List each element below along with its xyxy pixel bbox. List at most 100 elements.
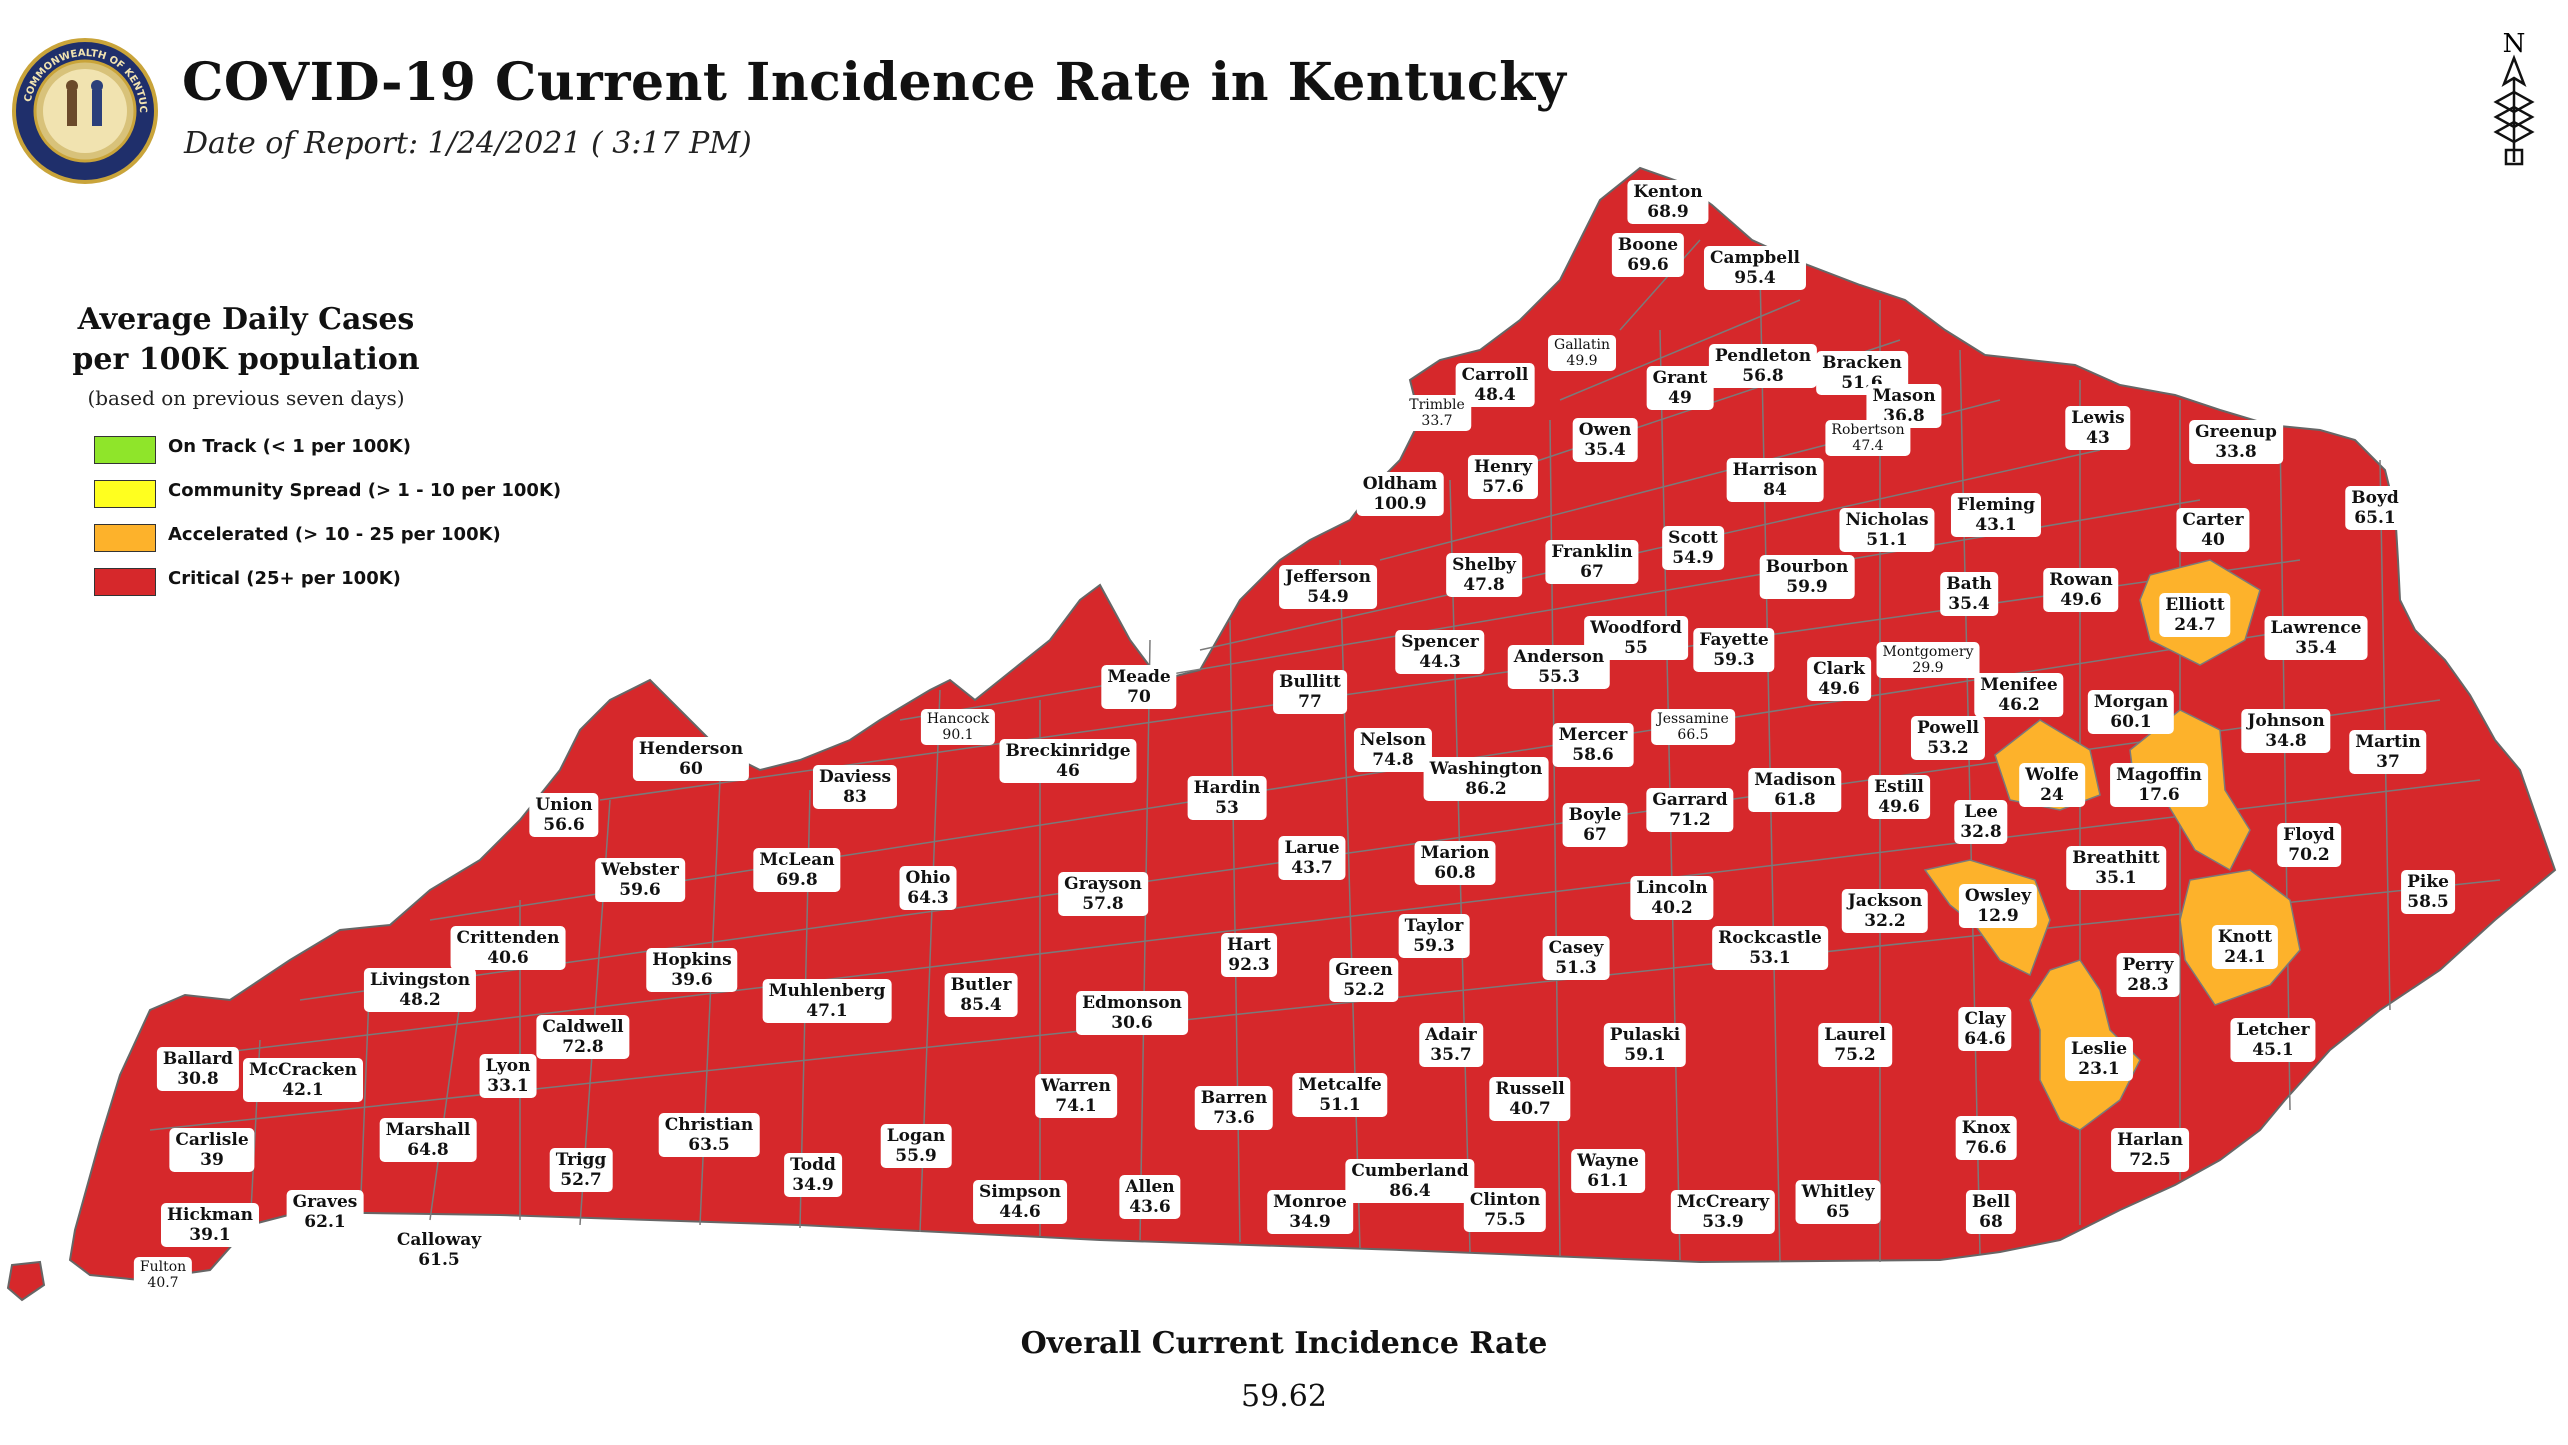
county-rate: 43 [2086, 428, 2110, 448]
county-rate: 53.9 [1702, 1212, 1744, 1232]
county-label-anderson: Anderson 55.3 [1507, 645, 1611, 689]
county-label-boone: Boone 69.6 [1611, 233, 1685, 277]
county-label-bath: Bath 35.4 [1940, 572, 1998, 616]
county-name: Casey [1548, 938, 1604, 958]
county-rate: 57.8 [1082, 894, 1124, 914]
county-name: Elliott [2165, 595, 2225, 615]
county-name: Carter [2182, 510, 2244, 530]
county-name: Menifee [1980, 675, 2058, 695]
county-name: Knox [1961, 1118, 2011, 1138]
county-rate: 75.2 [1834, 1045, 1876, 1065]
county-name: Nelson [1359, 730, 1427, 750]
county-label-meade: Meade 70 [1101, 665, 1177, 709]
county-name: Daviess [818, 767, 892, 787]
county-rate: 24.7 [2174, 615, 2216, 635]
county-label-mccracken: McCracken 42.1 [243, 1058, 363, 1102]
county-rate: 92.3 [1228, 955, 1270, 975]
county-label-jackson: Jackson 32.2 [1841, 889, 1929, 933]
overall-rate: Overall Current Incidence Rate 59.62 [0, 1326, 2568, 1414]
county-name: Scott [1668, 528, 1718, 548]
county-name: Garrard [1652, 790, 1728, 810]
county-rate: 48.2 [399, 990, 441, 1010]
county-rate: 66.5 [1677, 727, 1709, 743]
county-name: Letcher [2236, 1020, 2310, 1040]
county-name: Morgan [2093, 692, 2169, 712]
county-rate: 55 [1624, 638, 1648, 658]
map-title: COVID-19 Current Incidence Rate in Kentu… [182, 52, 1567, 113]
county-label-shelby: Shelby 47.8 [1446, 553, 1522, 597]
county-label-calloway: Calloway 61.5 [390, 1228, 488, 1272]
county-name: Barren [1200, 1088, 1268, 1108]
county-name: Jackson [1847, 891, 1923, 911]
county-label-madison: Madison 61.8 [1748, 768, 1842, 812]
county-rate: 44.3 [1419, 652, 1461, 672]
county-name: Washington [1429, 759, 1543, 779]
county-rate: 70.2 [2288, 845, 2330, 865]
county-label-hickman: Hickman 39.1 [160, 1203, 260, 1247]
county-rate: 34.8 [2265, 731, 2307, 751]
county-label-martin: Martin 37 [2349, 730, 2427, 774]
county-name: Graves [292, 1192, 358, 1212]
legend-label: Critical (25+ per 100K) [168, 568, 401, 589]
county-rate: 60 [679, 759, 703, 779]
county-label-elliott: Elliott 24.7 [2159, 593, 2231, 637]
county-name: Warren [1041, 1076, 1111, 1096]
county-name: Gallatin [1554, 337, 1610, 353]
county-rate: 37 [2376, 752, 2400, 772]
county-label-franklin: Franklin 67 [1545, 540, 1639, 584]
county-label-union: Union 56.6 [529, 793, 599, 837]
county-name: Breathitt [2072, 848, 2160, 868]
county-name: Livingston [369, 970, 471, 990]
county-name: Harrison [1732, 460, 1818, 480]
county-label-trimble: Trimble 33.7 [1403, 395, 1471, 431]
county-label-hancock: Hancock 90.1 [920, 709, 996, 745]
county-name: Wayne [1577, 1151, 1639, 1171]
county-rate: 43.1 [1975, 515, 2017, 535]
county-name: Leslie [2070, 1039, 2128, 1059]
county-label-clark: Clark 49.6 [1807, 657, 1871, 701]
county-label-livingston: Livingston 48.2 [363, 968, 477, 1012]
county-name: Mason [1872, 386, 1936, 406]
county-name: Lyon [485, 1056, 531, 1076]
county-label-ballard: Ballard 30.8 [156, 1047, 240, 1091]
county-label-pike: Pike 58.5 [2401, 870, 2455, 914]
county-label-jefferson: Jefferson 54.9 [1279, 565, 1377, 609]
county-rate: 40.6 [487, 948, 529, 968]
county-label-webster: Webster 59.6 [595, 858, 685, 902]
county-rate: 71.2 [1669, 810, 1711, 830]
county-name: Owen [1578, 420, 1632, 440]
county-name: Hancock [926, 711, 990, 727]
county-label-boyle: Boyle 67 [1562, 803, 1628, 847]
county-name: Meade [1107, 667, 1171, 687]
county-rate: 32.8 [1960, 822, 2002, 842]
county-label-letcher: Letcher 45.1 [2230, 1018, 2316, 1062]
county-rate: 46 [1056, 761, 1080, 781]
county-rate: 70 [1127, 687, 1151, 707]
county-rate: 39.6 [671, 970, 713, 990]
county-label-laurel: Laurel 75.2 [1818, 1023, 1892, 1067]
county-name: Carroll [1461, 365, 1529, 385]
county-rate: 86.2 [1465, 779, 1507, 799]
county-name: Lewis [2071, 408, 2125, 428]
county-name: Shelby [1452, 555, 1516, 575]
county-label-allen: Allen 43.6 [1119, 1175, 1181, 1219]
county-label-barren: Barren 73.6 [1194, 1086, 1274, 1130]
county-name: Muhlenberg [768, 981, 886, 1001]
county-name: Taylor [1404, 916, 1464, 936]
county-rate: 68.9 [1647, 202, 1689, 222]
county-label-taylor: Taylor 59.3 [1398, 914, 1470, 958]
county-label-johnson: Johnson 34.8 [2241, 709, 2331, 753]
county-rate: 67 [1580, 562, 1604, 582]
county-name: Woodford [1590, 618, 1682, 638]
north-arrow-icon: N [2482, 22, 2546, 172]
county-name: Knott [2217, 927, 2273, 947]
county-name: Ohio [905, 868, 951, 888]
county-name: Allen [1125, 1177, 1175, 1197]
county-name: Bath [1946, 574, 1992, 594]
county-label-floyd: Floyd 70.2 [2277, 823, 2341, 867]
county-name: Hardin [1193, 778, 1261, 798]
county-rate: 75.5 [1484, 1210, 1526, 1230]
county-name: Boyle [1568, 805, 1622, 825]
county-name: Estill [1874, 777, 1924, 797]
